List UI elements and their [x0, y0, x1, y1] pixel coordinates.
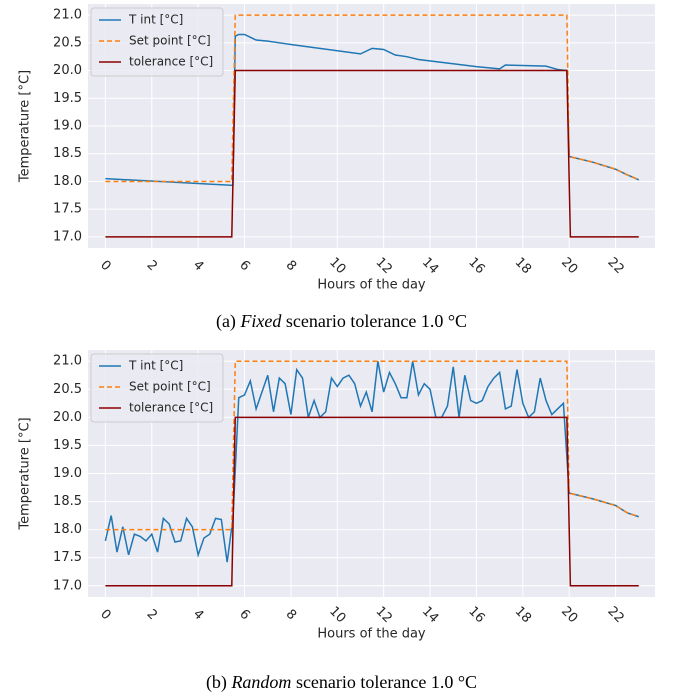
- y-tick-label: 17.5: [53, 550, 82, 565]
- y-tick-label: 19.5: [53, 91, 82, 106]
- x-tick-label: 8: [283, 607, 299, 623]
- legend-label: tolerance [°C]: [129, 401, 213, 415]
- y-tick-label: 17.5: [53, 202, 82, 217]
- y-tick-label: 21.0: [53, 354, 82, 369]
- legend-box: [90, 7, 224, 77]
- x-tick-label: 20: [558, 255, 580, 277]
- caption-emph: Fixed: [239, 311, 282, 331]
- y-tick-label: 20.0: [53, 63, 82, 78]
- y-tick-label: 18.5: [53, 494, 82, 509]
- x-tick-label: 4: [190, 607, 206, 623]
- y-tick-label: 18.5: [53, 146, 82, 161]
- x-tick-label: 14: [419, 604, 441, 626]
- caption: (b) Random scenario tolerance 1.0 °C: [206, 672, 477, 693]
- caption-text: scenario tolerance 1.0 °C: [296, 672, 477, 692]
- x-tick-label: 18: [512, 255, 534, 277]
- x-tick-label: 0: [97, 607, 113, 623]
- x-tick-label: 8: [283, 258, 299, 274]
- x-tick-label: 22: [604, 255, 626, 277]
- x-tick-label: 4: [190, 258, 206, 274]
- series-line: [105, 416, 639, 587]
- legend-label: T int [°C]: [128, 359, 183, 373]
- y-tick-label: 19.5: [53, 438, 82, 453]
- legend-box: [90, 353, 224, 423]
- series-line: [105, 69, 639, 238]
- legend-label: tolerance [°C]: [129, 55, 213, 69]
- y-tick-label: 19.0: [53, 119, 82, 134]
- y-tick-label: 20.5: [53, 382, 82, 397]
- x-tick-label: 2: [144, 258, 160, 274]
- legend-label: Set point [°C]: [129, 34, 211, 48]
- legend-label: Set point [°C]: [129, 380, 211, 394]
- caption-text: scenario tolerance 1.0 °C: [286, 311, 467, 331]
- x-tick-label: 2: [144, 607, 160, 623]
- x-tick-label: 18: [512, 604, 534, 626]
- y-tick-label: 18.0: [53, 174, 82, 189]
- legend-label: T int [°C]: [128, 13, 183, 27]
- y-axis-label: Temperature [°C]: [18, 417, 33, 530]
- series-line: [104, 361, 640, 563]
- x-tick-label: 20: [558, 604, 580, 626]
- x-tick-label: 12: [373, 604, 395, 626]
- x-tick-label: 6: [236, 607, 252, 623]
- x-axis-label: Hours of the day: [317, 627, 426, 642]
- x-tick-label: 6: [236, 258, 252, 274]
- y-tick-label: 18.0: [53, 522, 82, 537]
- y-tick-label: 20.5: [53, 35, 82, 50]
- y-tick-label: 21.0: [53, 8, 82, 23]
- y-tick-label: 17.0: [53, 229, 82, 244]
- caption: (a) Fixed scenario tolerance 1.0 °C: [216, 311, 467, 332]
- x-tick-label: 0: [97, 258, 113, 274]
- x-tick-label: 16: [465, 604, 487, 626]
- x-tick-label: 14: [419, 255, 441, 277]
- y-axis-label: Temperature [°C]: [18, 70, 33, 183]
- x-tick-label: 10: [326, 604, 348, 626]
- caption-label: (a): [216, 311, 236, 332]
- y-tick-label: 20.0: [53, 410, 82, 425]
- y-tick-label: 19.0: [53, 466, 82, 481]
- x-tick-label: 16: [465, 255, 487, 277]
- y-tick-label: 17.0: [53, 578, 82, 593]
- x-axis-label: Hours of the day: [317, 278, 426, 293]
- x-tick-label: 12: [373, 255, 395, 277]
- x-tick-label: 10: [326, 255, 348, 277]
- caption-label: (b): [206, 672, 227, 693]
- x-tick-label: 22: [604, 604, 626, 626]
- caption-emph: Random: [230, 672, 291, 692]
